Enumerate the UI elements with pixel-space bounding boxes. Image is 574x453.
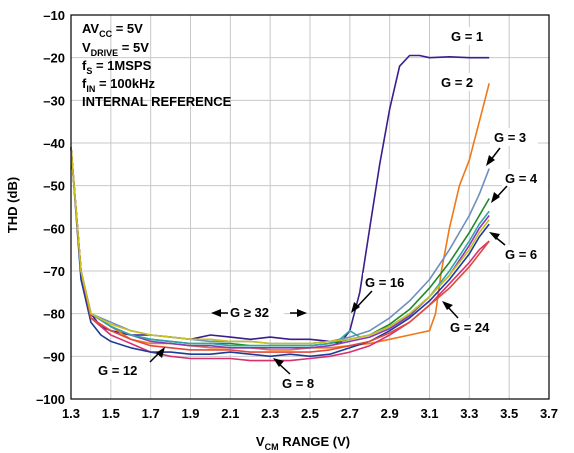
label-g3: G = 3 [494, 130, 526, 145]
x-tick-label: 2.5 [301, 406, 319, 421]
series-line-g-2 [70, 83, 490, 351]
label-g4: G = 4 [505, 171, 538, 186]
y-tick-label: –60 [43, 221, 65, 236]
cond-ref: INTERNAL REFERENCE [82, 94, 232, 109]
cond-fs: fS = 1MSPS [82, 58, 152, 76]
x-tick-label: 2.9 [381, 406, 399, 421]
cond-vdrive: VDRIVE = 5V [82, 40, 149, 58]
cond-fin: fIN = 100kHz [82, 76, 155, 94]
y-axis-label: THD (dB) [5, 177, 20, 233]
y-tick-label: –50 [43, 179, 65, 194]
cond-avcc: AVCC = 5V [82, 21, 143, 39]
label-g16: G = 16 [365, 275, 404, 290]
y-tick-label: –10 [43, 8, 65, 23]
y-tick-label: –100 [36, 392, 65, 407]
label-g1: G = 1 [451, 29, 483, 44]
y-tick-label: –70 [43, 264, 65, 279]
x-tick-label: 2.3 [261, 406, 279, 421]
x-tick-labels: 1.3 1.5 1.7 1.9 2.1 2.3 2.5 2.7 2.9 3.1 3.3 3.5 3.7 [62, 406, 558, 421]
label-g6: G = 6 [505, 247, 537, 262]
y-tick-label: –40 [43, 136, 65, 151]
plot-frame [70, 14, 550, 400]
series-line-g-12 [70, 147, 490, 358]
x-tick-label: 1.5 [102, 406, 120, 421]
x-tick-label: 3.7 [540, 406, 558, 421]
label-g8: G = 8 [282, 376, 314, 391]
conditions-box: AVCC = 5V VDRIVE = 5V fS = 1MSPS fIN = 1… [82, 21, 232, 109]
series-line-g-32 [70, 147, 490, 345]
label-g32: G ≥ 32 [230, 305, 269, 320]
y-tick-labels: –10 –20 –30 –40 –50 –60 –70 –80 –90 –100 [36, 8, 65, 407]
y-tick-label: –90 [43, 349, 65, 364]
y-tick-label: –30 [43, 93, 65, 108]
label-g24: G = 24 [450, 320, 490, 335]
series-line-g-1 [70, 54, 490, 345]
x-tick-label: 1.7 [142, 406, 160, 421]
x-tick-label: 2.7 [341, 406, 359, 421]
y-tick-label: –80 [43, 307, 65, 322]
series-line-g-24 [70, 147, 490, 353]
grid [71, 15, 549, 399]
label-g12: G = 12 [98, 363, 137, 378]
x-tick-label: 1.3 [62, 406, 80, 421]
y-tick-label: –20 [43, 51, 65, 66]
label-g2: G = 2 [441, 75, 473, 90]
x-tick-label: 1.9 [181, 406, 199, 421]
series-line-g-8 [70, 147, 490, 362]
x-axis-label: VCM RANGE (V) [256, 434, 350, 452]
x-tick-label: 3.3 [460, 406, 478, 421]
x-tick-label: 2.1 [221, 406, 239, 421]
x-tick-label: 3.1 [420, 406, 438, 421]
gain-annotations: G = 1 G = 2 G = 3 G = 4 G = 6 G = 8 G = … [95, 27, 548, 392]
x-tick-label: 3.5 [500, 406, 518, 421]
